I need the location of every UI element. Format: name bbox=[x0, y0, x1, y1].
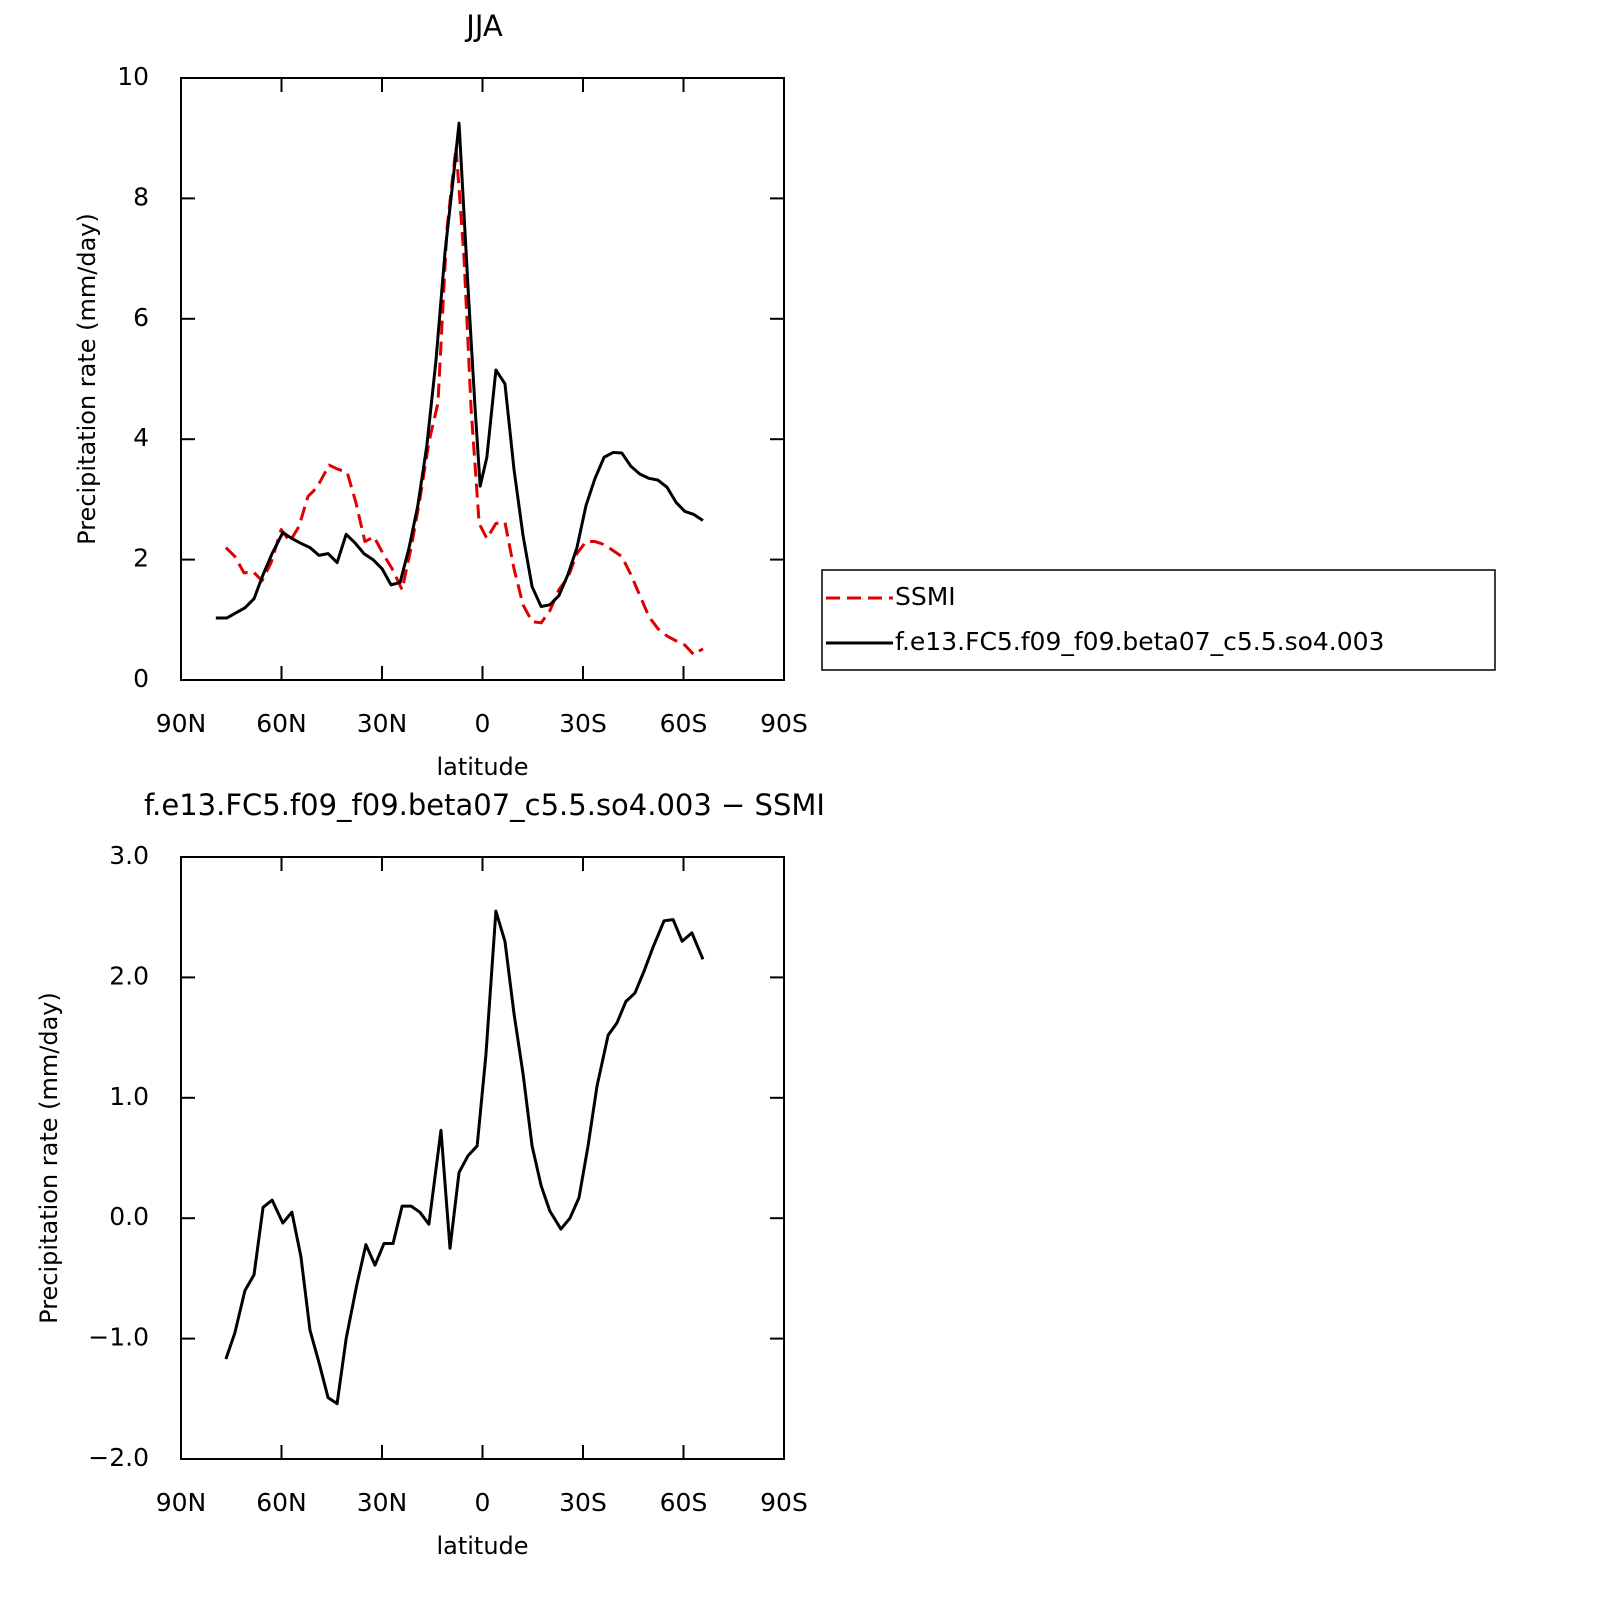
legend-label: SSMI bbox=[895, 582, 956, 611]
x-tick-label: 30S bbox=[559, 709, 607, 738]
data-line bbox=[224, 909, 705, 1406]
x-axis-label: latitude bbox=[436, 1532, 528, 1560]
plot-frame bbox=[180, 77, 785, 681]
chart-title: JJA bbox=[464, 9, 503, 43]
x-tick-label: 30S bbox=[559, 1488, 607, 1517]
x-tick-label: 90S bbox=[760, 1488, 808, 1517]
x-tick-label: 30N bbox=[357, 709, 408, 738]
y-tick-label: 1.0 bbox=[109, 1082, 149, 1111]
x-tick-label: 60N bbox=[256, 709, 307, 738]
legend-box bbox=[821, 569, 1496, 671]
y-tick-label: 6 bbox=[133, 303, 149, 332]
chart-title: f.e13.FC5.f09_f09.beta07_c5.5.so4.003 − … bbox=[144, 788, 825, 822]
plot-frame bbox=[180, 856, 785, 1460]
x-axis-label: latitude bbox=[436, 753, 528, 781]
y-tick-label: −2.0 bbox=[88, 1443, 149, 1472]
y-tick-label: 10 bbox=[117, 62, 149, 91]
x-tick-label: 90N bbox=[156, 709, 207, 738]
y-tick-label: 0.0 bbox=[109, 1202, 149, 1231]
x-tick-label: 60N bbox=[256, 1488, 307, 1517]
x-tick-label: 60S bbox=[660, 709, 708, 738]
y-tick-label: 2 bbox=[133, 544, 149, 573]
y-axis-label: Precipitation rate (mm/day) bbox=[35, 992, 63, 1324]
x-tick-label: 0 bbox=[475, 1488, 491, 1517]
y-tick-label: 8 bbox=[133, 182, 149, 211]
x-tick-label: 90N bbox=[156, 1488, 207, 1517]
y-axis-label: Precipitation rate (mm/day) bbox=[73, 213, 101, 545]
x-tick-label: 60S bbox=[660, 1488, 708, 1517]
y-tick-label: 0 bbox=[133, 664, 149, 693]
y-tick-label: −1.0 bbox=[88, 1323, 149, 1352]
y-tick-label: 2.0 bbox=[109, 961, 149, 990]
legend-label: f.e13.FC5.f09_f09.beta07_c5.5.so4.003 bbox=[895, 627, 1384, 656]
x-tick-label: 0 bbox=[475, 709, 491, 738]
y-tick-label: 3.0 bbox=[109, 841, 149, 870]
data-line bbox=[215, 121, 704, 620]
x-tick-label: 30N bbox=[357, 1488, 408, 1517]
y-tick-label: 4 bbox=[133, 423, 149, 452]
x-tick-label: 90S bbox=[760, 709, 808, 738]
